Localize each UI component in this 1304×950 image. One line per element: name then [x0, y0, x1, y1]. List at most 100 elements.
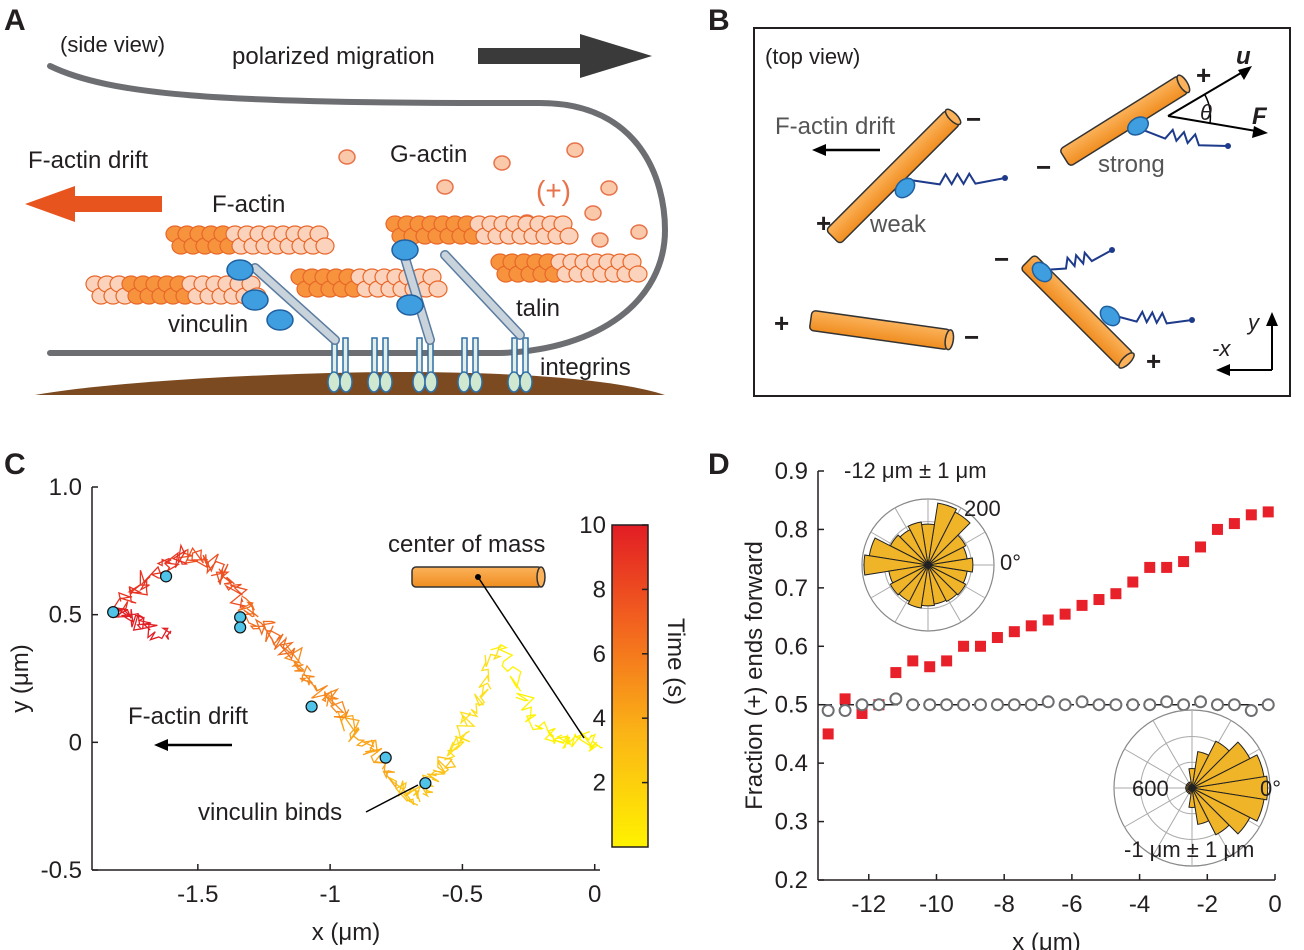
inset-top-label: -12 μm ± 1 μm [844, 458, 987, 483]
inset-bot-zero: 0° [1260, 776, 1281, 801]
rod-cap [944, 329, 955, 351]
d-grey-circle [1092, 698, 1106, 712]
integrin-foot [424, 371, 438, 393]
sign-plus-2: + [1196, 60, 1211, 90]
trajectory-segment [478, 645, 503, 690]
d-red-square [890, 667, 902, 679]
c-drift-label: F-actin drift [128, 703, 248, 730]
top-view-label: (top view) [765, 44, 860, 69]
spring-d1-anchor [1109, 247, 1115, 253]
integrin-foot [379, 371, 393, 393]
rose-petal [1191, 787, 1265, 822]
sign-minus-1: − [966, 104, 981, 134]
trajectory-segment [195, 553, 226, 575]
weak-label: weak [869, 211, 927, 238]
panel-c: C -1.5 -1 -0.5 0 -0.5 0 0.5 1.0 x (μm) y (μm) cen… [4, 448, 689, 946]
d-grey-circle [1058, 698, 1072, 712]
c-y-tick-label: -0.5 [41, 857, 82, 884]
d-grey-circle [990, 698, 1004, 712]
g-actin-monomer-0 [338, 149, 356, 165]
vinculin-bind-marker [234, 621, 247, 634]
c-y-tick-label: 1.0 [49, 474, 82, 501]
panel-c-letter: C [4, 448, 26, 481]
d-red-square [941, 655, 953, 667]
sign-minus-2: − [1036, 152, 1051, 182]
d-red-square [856, 707, 868, 719]
integrin-foot [327, 371, 341, 393]
b-vinculin-0 [894, 177, 916, 199]
sign-plus-3: + [774, 308, 789, 338]
integrin-leg [382, 337, 389, 375]
d-grey-circle [1024, 698, 1038, 712]
f-actin-subunit [559, 227, 579, 245]
polarized-migration-label: polarized migration [232, 43, 435, 70]
d-grey-circle [1160, 695, 1174, 709]
d-red-square [1008, 626, 1020, 638]
rod-cap [1118, 352, 1135, 369]
trajectory-segment [143, 621, 172, 641]
d-x-tick-label: 0 [1268, 891, 1281, 918]
sign-minus-4: − [994, 244, 1009, 274]
integrin-leg [522, 337, 529, 375]
b-vinculin-1 [1127, 116, 1149, 136]
adhesion-proteins [226, 239, 533, 393]
d-y-label: Fraction (+) ends forward [741, 541, 768, 810]
trajectory-segment [311, 684, 340, 707]
d-grey-circle [940, 698, 954, 712]
rose-petal [927, 557, 974, 573]
trajectory-segment [490, 643, 522, 692]
d-y-tick-label: 0.7 [775, 575, 808, 602]
inset-top-tick: 200 [964, 496, 1001, 521]
rose-petal [1191, 741, 1251, 789]
b-y-label: y [1246, 310, 1261, 335]
trajectory-segment [348, 726, 379, 753]
g-actin-monomer-5 [584, 205, 602, 221]
c-x-tick-label: -1 [319, 881, 340, 908]
cell-membrane [47, 63, 669, 356]
talin-rod [441, 251, 524, 339]
g-actin-monomer-7 [630, 224, 648, 240]
trajectory-segment [299, 664, 318, 692]
f-actin-filaments [85, 215, 648, 305]
g-actin-monomer-3 [566, 142, 584, 158]
spring-strong-anchor [1225, 143, 1231, 149]
d-y-tick-label: 0.4 [775, 750, 808, 777]
trajectory-segment [459, 686, 489, 726]
integrin-foot [339, 371, 353, 393]
panel-a: A (side view) polarized migration F-acti… [4, 4, 669, 395]
vinculin-bind-marker [234, 611, 247, 624]
u-label: u [1236, 43, 1251, 70]
trajectory-segment [283, 644, 305, 672]
d-x-tick-label: -4 [1129, 891, 1150, 918]
vinculin [266, 309, 294, 331]
d-y-tick-label: 0.3 [775, 809, 808, 836]
theta-label: θ [1200, 100, 1212, 125]
center-of-mass-label: center of mass [388, 531, 545, 558]
rose-petal [921, 564, 935, 607]
trajectory-segment [444, 735, 465, 761]
integrin-leg [342, 337, 349, 375]
c-y-tick-label: 0 [69, 729, 82, 756]
d-y-tick-label: 0.6 [775, 633, 808, 660]
spring-d2 [1111, 309, 1193, 326]
trajectory-segment [127, 570, 151, 596]
plus-end-label: (+) [536, 175, 571, 206]
c-binding-events [107, 570, 432, 790]
inset-rose-bottom [1113, 709, 1271, 867]
trajectory-segment [111, 607, 141, 625]
panel-b: B (top view) F-actin drift weak strong u… [708, 4, 1291, 397]
vinculin-bind-marker [107, 606, 120, 619]
rose-petal [863, 554, 929, 576]
d-grey-circle [1244, 704, 1258, 718]
talin-label: talin [516, 295, 560, 322]
sign-minus-3: − [964, 322, 979, 352]
d-grey-circle [957, 698, 971, 712]
vinculin-bind-marker [305, 700, 318, 713]
f-actin-subunit [315, 237, 335, 255]
vinculin-label: vinculin [168, 311, 248, 338]
trajectory-segment [130, 613, 158, 631]
spring-d2-anchor [1189, 317, 1195, 323]
d-red-square [1144, 561, 1156, 573]
inset-rose-top [861, 498, 995, 632]
d-x-label: x (μm) [1012, 929, 1080, 950]
